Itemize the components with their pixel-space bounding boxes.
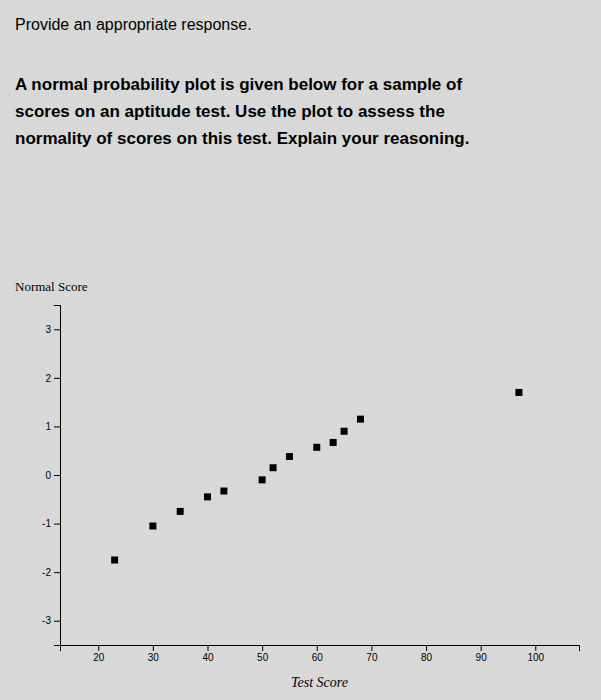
y-tick-label: 2 <box>45 373 51 384</box>
y-tick-label: 0 <box>45 470 51 481</box>
x-tick-label: 100 <box>527 652 544 663</box>
title: Provide an appropriate response. <box>15 16 252 33</box>
point <box>515 389 522 396</box>
x-tick: 90 <box>476 645 488 663</box>
x-tick: 70 <box>366 645 378 663</box>
y-tick: -1 <box>42 518 60 529</box>
x-tick-label: 50 <box>257 652 269 663</box>
y-tick: 3 <box>45 324 60 335</box>
y-tick-label: -2 <box>42 567 51 578</box>
x-tick-label: 30 <box>148 652 160 663</box>
body-text: A normal probability plot is given below… <box>15 75 469 148</box>
x-axis-label: Test Score <box>291 675 348 690</box>
point <box>313 444 320 451</box>
plot: 20 30 40 50 60 70 80 90 100 -3 -2 -1 0 1 2 3 <box>42 306 579 664</box>
x-tick-mark <box>98 645 99 651</box>
y-axis-line <box>54 306 61 646</box>
y-tick-mark <box>54 621 60 622</box>
x-tick-mark <box>153 645 154 651</box>
point <box>270 464 277 471</box>
x-tick-mark <box>208 645 209 651</box>
y-tick: 0 <box>45 470 60 481</box>
x-tick: 60 <box>312 645 324 663</box>
point <box>286 453 293 460</box>
y-tick-mark <box>54 329 60 330</box>
y-tick: 1 <box>45 421 60 432</box>
point <box>259 476 266 483</box>
y-tick-label: -1 <box>42 518 51 529</box>
chart: Provide an appropriate response. A normal… <box>0 0 601 700</box>
x-tick-mark <box>535 645 536 651</box>
x-tick-mark <box>481 645 482 651</box>
background <box>0 0 601 700</box>
x-tick-label: 90 <box>476 652 488 663</box>
y-tick-mark <box>54 572 60 573</box>
point <box>177 508 184 515</box>
x-tick-mark <box>262 645 263 651</box>
x-tick: 80 <box>421 645 433 663</box>
x-axis-line <box>61 646 580 652</box>
x-tick: 30 <box>148 645 160 663</box>
x-tick-label: 70 <box>366 652 378 663</box>
y-axis: -3 -2 -1 0 1 2 3 <box>42 306 60 646</box>
y-tick-mark <box>54 475 60 476</box>
x-tick-mark <box>371 645 372 651</box>
x-tick: 40 <box>202 645 214 663</box>
y-tick-label: 1 <box>45 421 51 432</box>
x-tick-mark <box>426 645 427 651</box>
point <box>341 428 348 435</box>
x-tick-label: 60 <box>312 652 324 663</box>
y-tick-mark <box>54 426 60 427</box>
y-tick: -3 <box>42 615 60 626</box>
x-tick-label: 40 <box>202 652 214 663</box>
y-tick-mark <box>54 378 60 379</box>
x-tick: 100 <box>527 645 544 663</box>
x-tick: 20 <box>93 645 105 663</box>
y-tick-label: 3 <box>45 324 51 335</box>
x-tick-mark <box>317 645 318 651</box>
point <box>330 439 337 446</box>
point <box>149 523 156 530</box>
points <box>111 389 522 564</box>
x-tick: 50 <box>257 645 269 663</box>
point <box>204 493 211 500</box>
y-tick-mark <box>54 524 60 525</box>
point <box>357 416 364 423</box>
y-tick: 2 <box>45 373 60 384</box>
point <box>220 488 227 495</box>
y-tick-label: -3 <box>42 615 51 626</box>
point <box>111 557 118 564</box>
x-axis: 20 30 40 50 60 70 80 90 100 <box>61 645 580 663</box>
y-tick: -2 <box>42 567 60 578</box>
x-tick-label: 20 <box>93 652 105 663</box>
x-tick-label: 80 <box>421 652 433 663</box>
y-axis-label: Normal Score <box>15 279 88 294</box>
